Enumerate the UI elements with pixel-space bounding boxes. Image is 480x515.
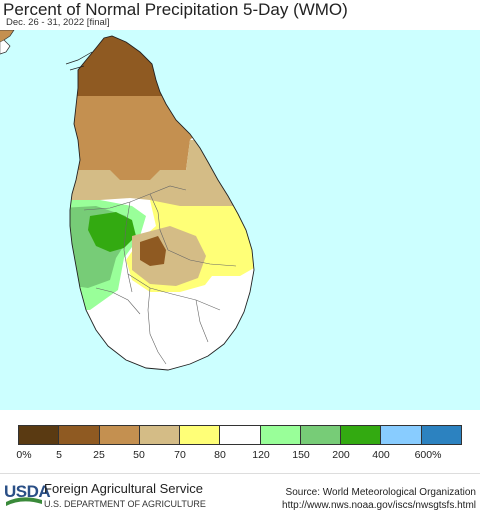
legend-label-8: 200 bbox=[332, 449, 350, 461]
usda-logo-icon bbox=[6, 497, 42, 506]
source-url-link[interactable]: http://www.nws.noaa.gov/iscs/nwsgtsfs.ht… bbox=[282, 500, 476, 511]
legend-swatch-10 bbox=[421, 426, 461, 444]
province-boundaries bbox=[83, 185, 237, 365]
page-title: Percent of Normal Precipitation 5-Day (W… bbox=[3, 0, 348, 19]
legend-swatch-2 bbox=[99, 426, 140, 444]
usda-logo-text: USDA bbox=[4, 482, 51, 501]
legend-swatch-6 bbox=[260, 426, 301, 444]
legend-swatch-0 bbox=[19, 426, 60, 444]
legend-swatch-4 bbox=[180, 426, 221, 444]
legend-label-3: 50 bbox=[133, 449, 145, 461]
legend-color-bar bbox=[18, 425, 462, 445]
legend-label-6: 120 bbox=[252, 449, 270, 461]
legend-swatch-1 bbox=[59, 426, 100, 444]
legend-label-2: 25 bbox=[93, 449, 105, 461]
legend-label-9: 400 bbox=[372, 449, 390, 461]
date-range-subtitle: Dec. 26 - 31, 2022 [final] bbox=[6, 17, 110, 28]
legend-swatch-8 bbox=[341, 426, 382, 444]
map-canvas bbox=[0, 30, 255, 371]
india-landmass bbox=[0, 30, 14, 42]
legend-label-1: 5 bbox=[56, 449, 62, 461]
island-zones bbox=[70, 36, 254, 370]
jaffna-peninsula bbox=[65, 51, 93, 71]
legend-label-4: 70 bbox=[174, 449, 186, 461]
legend-swatch-5 bbox=[220, 426, 261, 444]
legend-swatch-9 bbox=[381, 426, 422, 444]
legend-label-7: 150 bbox=[292, 449, 310, 461]
footer-divider bbox=[0, 473, 480, 474]
legend-label-5: 80 bbox=[214, 449, 226, 461]
legend-swatch-3 bbox=[139, 426, 181, 444]
department-name: U.S. DEPARTMENT OF AGRICULTURE bbox=[44, 499, 206, 509]
india-coastline bbox=[0, 30, 15, 55]
india-landmass-white bbox=[0, 39, 11, 55]
source-credit: Source: World Meteorological Organizatio… bbox=[285, 487, 476, 498]
legend-label-10: 600% bbox=[414, 449, 442, 461]
precipitation-map bbox=[0, 30, 480, 410]
legend-label-0: 0% bbox=[16, 449, 32, 461]
legend-swatch-7 bbox=[300, 426, 342, 444]
legend-labels: 0% 5 25 50 70 80 120 150 200 400 600% bbox=[0, 449, 480, 463]
sri-lanka-coastline bbox=[69, 35, 255, 371]
agency-name: Foreign Agricultural Service bbox=[44, 481, 203, 496]
